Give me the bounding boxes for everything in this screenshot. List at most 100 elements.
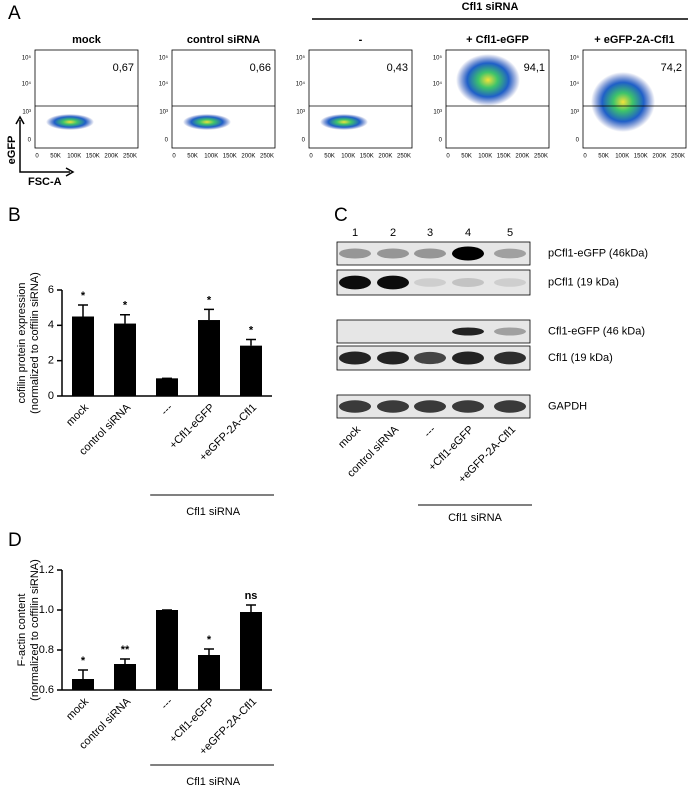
plot-title: -: [359, 34, 363, 46]
plot-title: mock: [72, 34, 102, 46]
significance: **: [121, 644, 130, 656]
y-tick-label: 10³: [296, 110, 305, 116]
x-tick-label: 50K: [598, 154, 609, 160]
y-tick-label: 0: [48, 390, 54, 402]
error-bar: [120, 658, 130, 664]
band: [339, 248, 371, 259]
cell-density: [183, 114, 231, 130]
x-tick-label: 150K: [360, 154, 374, 160]
band: [414, 351, 446, 365]
bar: [240, 345, 262, 396]
x-tick-label: 100K: [67, 154, 81, 160]
x-tick-label: 200K: [652, 154, 666, 160]
x-tick-label: 100K: [204, 154, 218, 160]
x-tick-label: 100K: [478, 154, 492, 160]
y-tick-label: 10³: [159, 110, 168, 116]
x-tick-label: ---: [159, 401, 175, 417]
bar: [240, 612, 262, 690]
bar: [198, 320, 220, 396]
band: [414, 248, 446, 259]
y-tick-label: 10³: [570, 110, 579, 116]
lane-number: 3: [427, 227, 433, 239]
x-tick-label: 150K: [86, 154, 100, 160]
error-bar: [246, 338, 256, 346]
x-tick-label: 150K: [634, 154, 648, 160]
x-tick-label: mock: [64, 401, 91, 428]
y-tick-label: 10⁵: [570, 55, 580, 62]
y-tick-label: 10⁴: [22, 81, 32, 88]
band-label: Cfl1-eGFP (46 kDa): [548, 325, 645, 337]
bar: [72, 316, 94, 396]
lane-number: 5: [507, 227, 513, 239]
error-bar: [204, 308, 214, 321]
group-label: Cfl1 siRNA: [186, 776, 240, 788]
y-tick-label: 0: [28, 138, 32, 144]
y-tick-label: 0: [576, 138, 580, 144]
x-tick-label: 250K: [123, 154, 137, 160]
y-tick-label: 1.2: [39, 564, 54, 576]
band: [339, 275, 371, 290]
arrow-heads: [15, 115, 75, 177]
x-tick-label: 50K: [324, 154, 335, 160]
cell-density: [591, 72, 655, 132]
x-tick-label: 200K: [241, 154, 255, 160]
band: [452, 278, 484, 287]
x-tick-label: 250K: [671, 154, 685, 160]
gate-value: 0,43: [387, 62, 408, 74]
group-label: Cfl1 siRNA: [462, 1, 519, 13]
lane-number: 2: [390, 227, 396, 239]
y-tick-label: 10⁴: [433, 81, 443, 88]
band: [339, 351, 371, 365]
band: [494, 351, 526, 365]
x-tick-label: mock: [64, 695, 91, 722]
panel-label: D: [8, 530, 22, 551]
cell-density: [320, 114, 368, 130]
y-tick-label: 0: [165, 138, 169, 144]
panel-label: A: [8, 3, 21, 24]
x-tick-label: 250K: [397, 154, 411, 160]
y-tick-label: 10⁴: [296, 81, 306, 88]
bar: [72, 679, 94, 690]
band-label: Cfl1 (19 kDa): [548, 352, 613, 364]
plot-frame: [308, 49, 413, 149]
y-tick-label: 10⁵: [22, 55, 32, 62]
x-tick-label: 0: [35, 154, 39, 160]
x-tick-label: 50K: [187, 154, 198, 160]
y-tick-label: 10⁴: [570, 81, 580, 88]
significance: ns: [245, 590, 258, 602]
error-bar: [120, 313, 130, 324]
panel-label: C: [334, 205, 348, 226]
significance: *: [81, 655, 86, 667]
axis-arrows: [19, 120, 70, 173]
y-tick-label: 2: [48, 355, 54, 367]
band: [414, 400, 446, 413]
cell-density: [46, 114, 94, 130]
x-tick-label: 150K: [497, 154, 511, 160]
blot-strip: [336, 319, 531, 344]
x-tick-label: 200K: [104, 154, 118, 160]
y-tick-label: 10³: [22, 110, 31, 116]
band: [494, 327, 526, 336]
x-tick-label: 250K: [260, 154, 274, 160]
x-tick-label: 0: [446, 154, 450, 160]
y-tick-label: 6: [48, 284, 54, 296]
panel-label: B: [8, 205, 21, 226]
band-label: pCfl1-eGFP (46kDa): [548, 247, 648, 259]
band: [377, 248, 409, 259]
gate-value: 0,66: [250, 62, 271, 74]
plot-frame: [582, 49, 687, 149]
y-tick-label: 10³: [433, 110, 442, 116]
y-axis-label: (normalized to coffilin siRNA): [29, 559, 41, 701]
lane-category: ---: [422, 423, 438, 439]
x-tick-label: 200K: [378, 154, 392, 160]
significance: *: [123, 300, 128, 312]
band: [494, 248, 526, 259]
lane-number: 1: [352, 227, 358, 239]
y-axis-label: F-actin content: [16, 594, 28, 667]
x-tick-label: 50K: [50, 154, 61, 160]
band: [452, 400, 484, 413]
x-tick-label: 100K: [341, 154, 355, 160]
error-bar: [204, 648, 214, 655]
y-axis-label: cofilin protein expression: [16, 282, 28, 403]
error-bar: [78, 669, 88, 679]
